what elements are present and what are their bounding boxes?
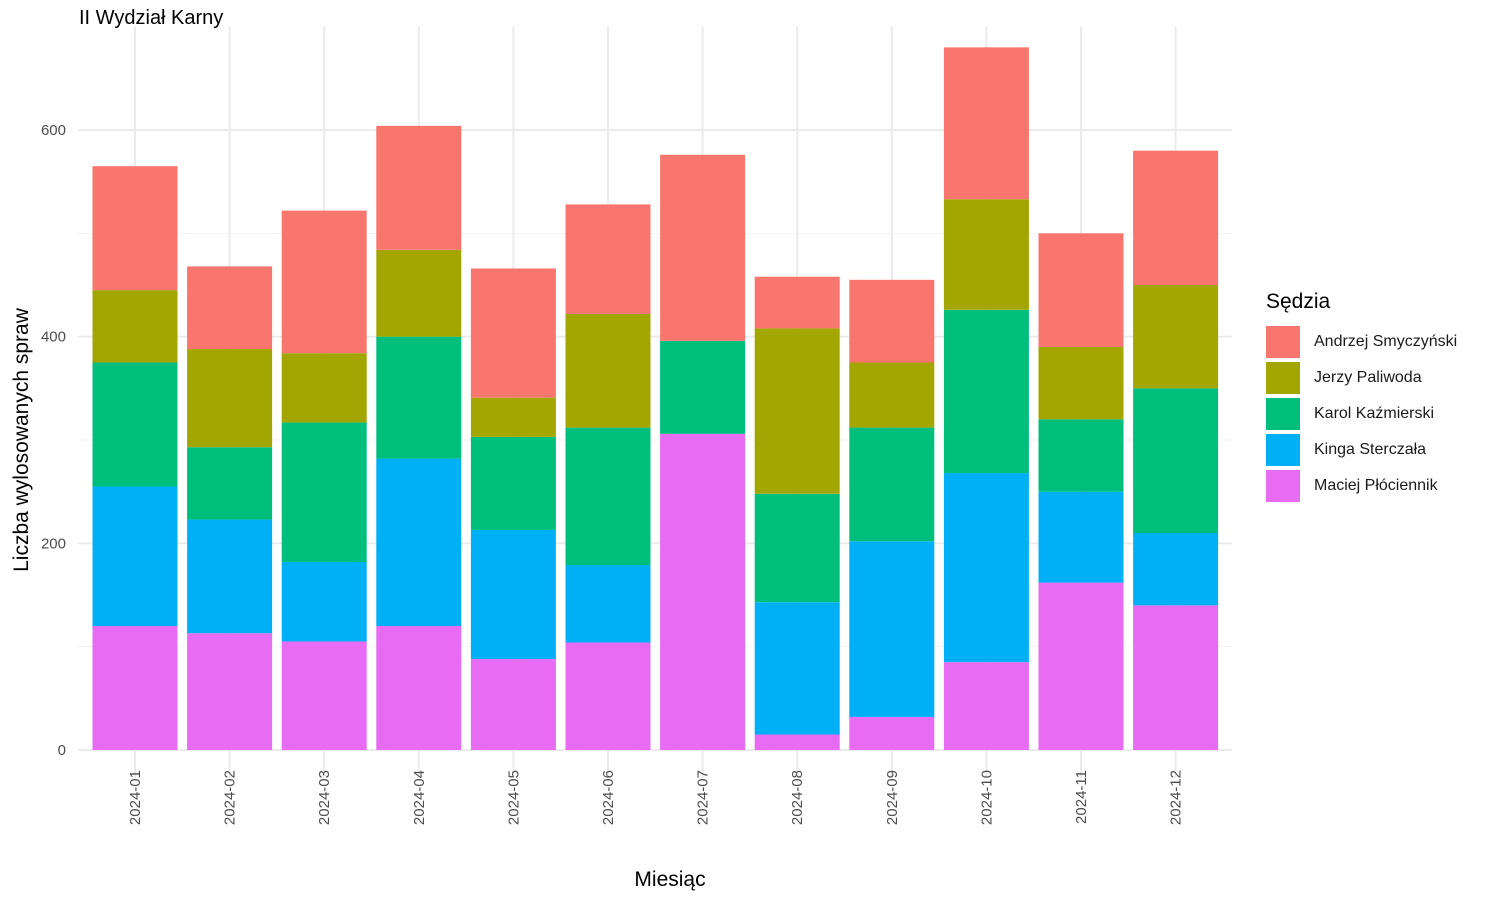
bar-segment: [187, 266, 273, 350]
legend-key: [1266, 470, 1300, 502]
x-tick-label: 2024-01: [127, 770, 144, 825]
bar-segment: [470, 529, 556, 660]
x-tick-label: 2024-09: [884, 770, 901, 825]
bar-segment: [187, 519, 273, 634]
legend-key: [1266, 434, 1300, 466]
bar-segment: [281, 641, 367, 750]
bar-segment: [281, 422, 367, 562]
x-tick-label: 2024-02: [222, 770, 239, 825]
bar-segment: [92, 290, 178, 363]
bar-segment: [660, 340, 746, 434]
x-tick-label: 2024-08: [789, 770, 806, 825]
x-tick-label: 2024-05: [505, 770, 522, 825]
bar-segment: [92, 486, 178, 626]
bar-segment: [1038, 347, 1124, 420]
legend-label: Andrzej Smyczyński: [1314, 333, 1458, 350]
x-tick-label: 2024-06: [600, 770, 617, 825]
bar-segment: [1038, 582, 1124, 750]
bar-segment: [849, 541, 935, 717]
bar-segment: [1038, 419, 1124, 492]
bar-segment: [1133, 285, 1219, 389]
bar-segment: [660, 154, 746, 341]
legend-item: Karol Kaźmierski: [1266, 396, 1457, 432]
bar-segment: [1133, 605, 1219, 750]
bar-segment: [470, 268, 556, 398]
legend-item: Andrzej Smyczyński: [1266, 324, 1457, 360]
bar-segment: [565, 427, 651, 566]
x-tick-label: 2024-10: [978, 770, 995, 825]
bar-segment: [754, 493, 840, 603]
bar-segment: [1133, 150, 1219, 285]
bar-segment: [470, 397, 556, 437]
bar-segment: [660, 433, 746, 750]
legend-label: Kinga Sterczała: [1314, 441, 1427, 458]
bar-segment: [849, 716, 935, 750]
bar-segment: [754, 602, 840, 735]
bar-segment: [187, 633, 273, 750]
legend-title: Sędzia: [1266, 290, 1331, 313]
bar-segment: [849, 279, 935, 363]
bar-segment: [754, 276, 840, 329]
chart-plot: 0 200 400 600 2024-01 2024-02 2024-03 2024-04 20…: [10, 26, 1232, 891]
bar-segment: [281, 561, 367, 642]
y-tick-label: 200: [41, 535, 66, 552]
x-tick-label: 2024-11: [1073, 770, 1090, 824]
legend: Sędzia Andrzej Smyczyński Jerzy Paliwoda K…: [1266, 290, 1457, 504]
x-axis-title: Miesiąc: [634, 868, 705, 891]
bar-segment: [376, 626, 462, 750]
legend-label: Karol Kaźmierski: [1314, 405, 1435, 422]
bar-segment: [565, 313, 651, 428]
bar-segment: [187, 447, 273, 520]
bar-segment: [943, 199, 1029, 310]
bar-segment: [376, 125, 462, 250]
bar-segment: [470, 436, 556, 530]
bar-segment: [470, 659, 556, 750]
bar-segment: [1038, 491, 1124, 583]
bar-segment: [754, 734, 840, 750]
x-tick-label: 2024-04: [411, 770, 428, 825]
legend-label: Maciej Płóciennik: [1314, 477, 1438, 494]
bar-segment: [281, 210, 367, 354]
legend-item: Maciej Płóciennik: [1266, 468, 1457, 504]
y-tick-label: 400: [41, 329, 66, 346]
bar-segment: [376, 249, 462, 337]
x-tick-label: 2024-12: [1168, 770, 1185, 825]
bar-segment: [1133, 388, 1219, 533]
bar-segment: [943, 662, 1029, 750]
bar-segment: [943, 309, 1029, 474]
bar-segment: [92, 626, 178, 750]
bar-segment: [565, 204, 651, 314]
bar-segment: [943, 47, 1029, 200]
x-tick-label: 2024-07: [695, 770, 712, 825]
legend-key: [1266, 326, 1300, 358]
y-tick-label: 0: [58, 742, 66, 759]
bar-segment: [754, 328, 840, 494]
bar-segment: [849, 362, 935, 428]
legend-item: Kinga Sterczała: [1266, 432, 1457, 468]
bar-segment: [281, 353, 367, 423]
y-axis-title: Liczba wylosowanych spraw: [10, 307, 33, 572]
legend-key: [1266, 362, 1300, 394]
bar-segment: [376, 458, 462, 626]
chart-title: II Wydział Karny: [79, 7, 224, 29]
bar-segment: [1038, 233, 1124, 347]
legend-label: Jerzy Paliwoda: [1314, 369, 1422, 386]
bar-segment: [187, 349, 273, 448]
bar-segment: [565, 565, 651, 643]
legend-key: [1266, 398, 1300, 430]
legend-item: Jerzy Paliwoda: [1266, 360, 1457, 396]
bar-segment: [376, 336, 462, 459]
x-tick-label: 2024-03: [316, 770, 333, 825]
bar-segment: [943, 473, 1029, 663]
bar-segment: [92, 166, 178, 291]
bar-segment: [849, 427, 935, 542]
bar-segment: [565, 642, 651, 750]
bar-segment: [1133, 533, 1219, 606]
y-tick-label: 600: [41, 122, 66, 139]
bar-segment: [92, 362, 178, 487]
